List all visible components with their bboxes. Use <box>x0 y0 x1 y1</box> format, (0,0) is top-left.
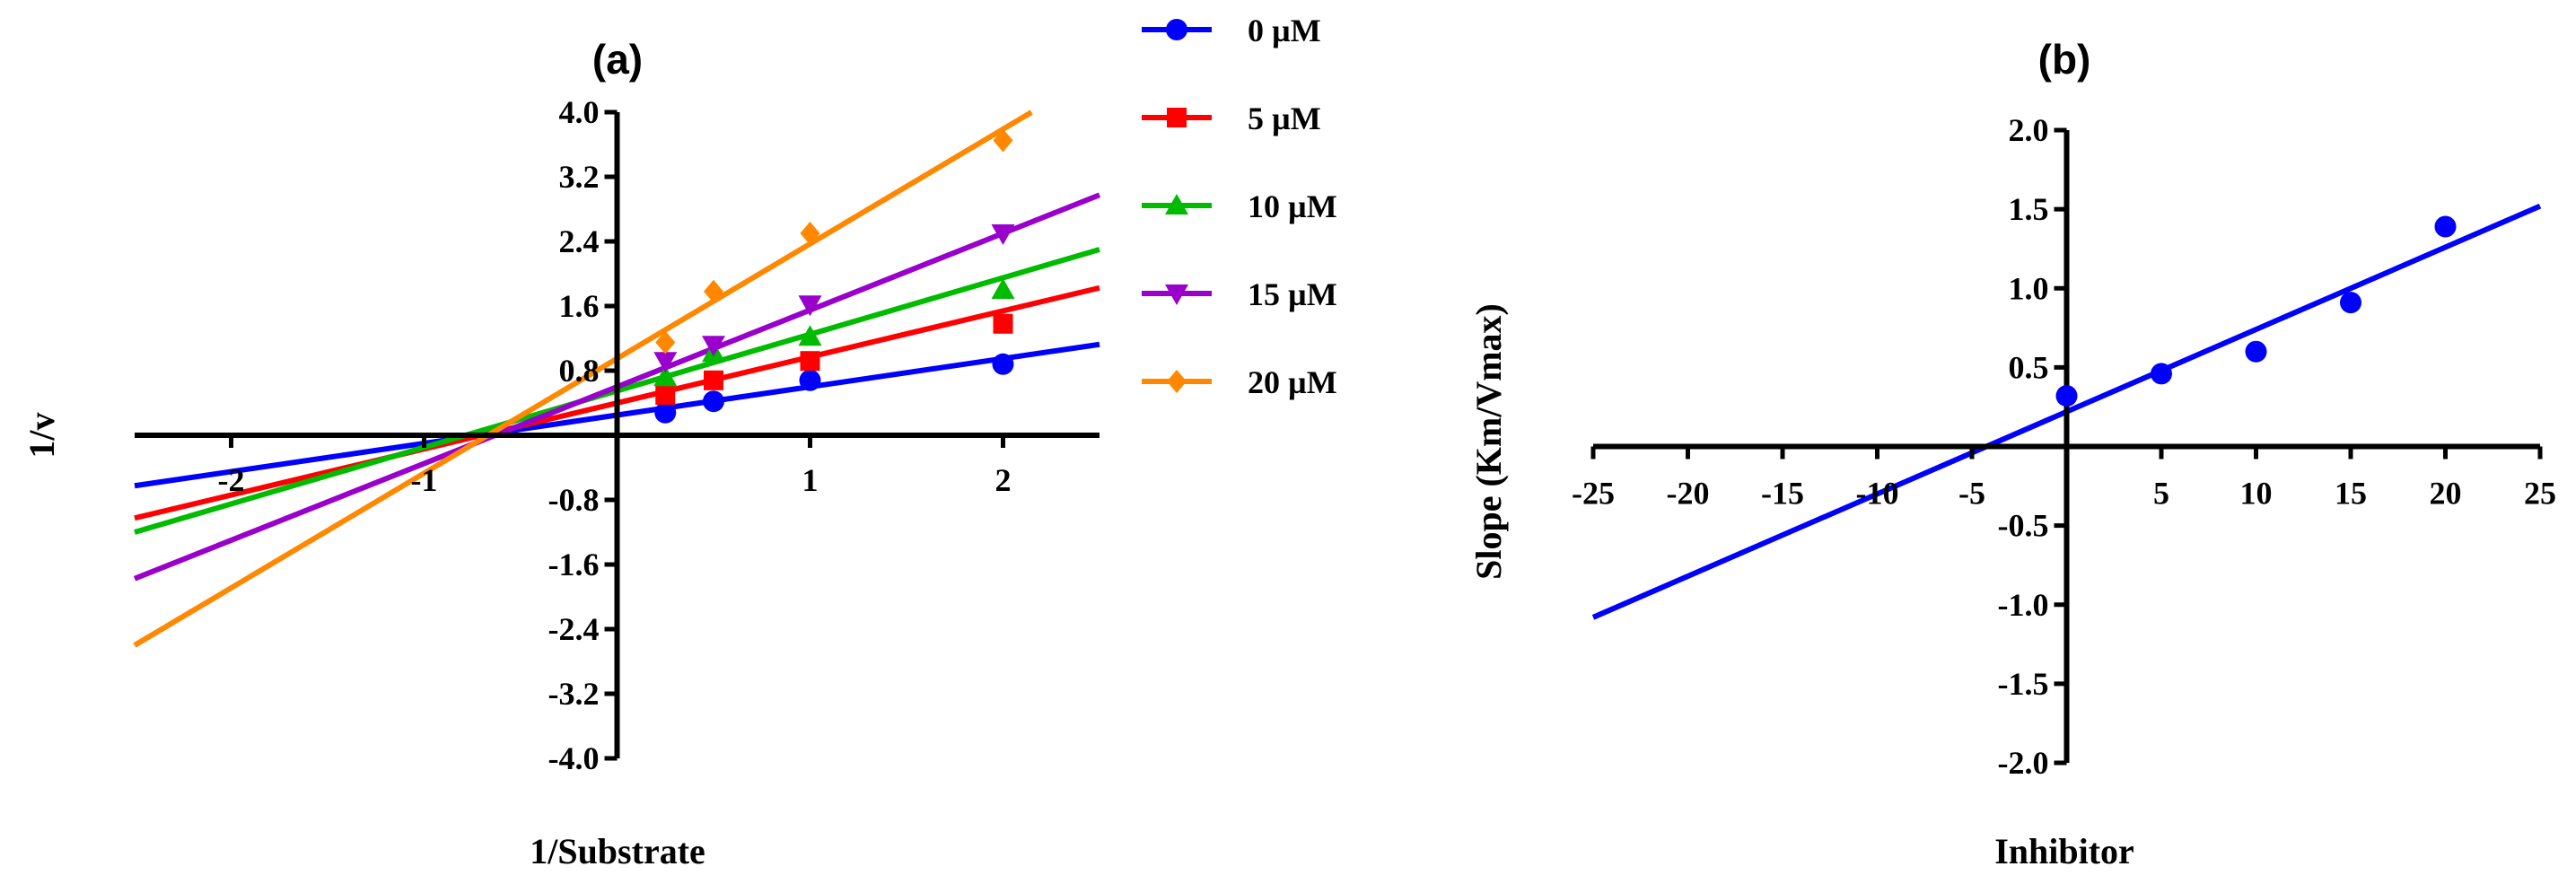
panel-b-x-tick-label: 5 <box>2153 476 2169 512</box>
panel-a-y-tick-label: 4.0 <box>559 94 600 130</box>
panel-a-y-tick-label: -0.8 <box>548 482 600 518</box>
panel-a-x-tick-label: -2 <box>218 462 245 498</box>
panel-b-y-tick-label: -0.5 <box>1998 508 2049 544</box>
panel-a-point-0 <box>992 353 1014 375</box>
panel-a-y-tick-label: 0.8 <box>559 353 600 389</box>
panel-b-x-tick-label: -10 <box>1856 476 1899 512</box>
panel-a-point-2 <box>653 365 678 387</box>
panel-b-axes: -25 -20 -15 -10 -5 5 10 15 20 25 -2.0 -1.5 -1.0 -0.5 0… <box>1572 112 2556 781</box>
panel-a-point-3 <box>653 352 678 373</box>
panel-b-y-tick-label: 2.0 <box>2009 112 2049 148</box>
panel-a-axes: -2 -1 1 2 -4.0 -3.2 -2.4 -1.6 -0.8 0.8 1.6 2.4 3.2 4.… <box>135 94 1100 776</box>
panel-b-y-tick-label: 1.5 <box>2009 191 2049 227</box>
panel-a-x-tick-label: -1 <box>411 462 438 498</box>
panel-a-label: (a) <box>592 36 643 83</box>
panel-a-legend-label: 10 µM <box>1248 188 1337 224</box>
panel-a-legend-marker <box>1165 194 1188 214</box>
panel-a-y-axis-title: 1/v <box>22 412 62 458</box>
panel-a-point-1 <box>800 351 820 372</box>
panel-a-legend-marker <box>1167 370 1187 393</box>
panel-b-x-tick-label: 25 <box>2524 476 2556 512</box>
panel-b-y-tick-label: -2.0 <box>1998 745 2049 781</box>
panel-a-data-points <box>653 128 1015 424</box>
panel-b-y-tick-label: -1.5 <box>1998 666 2049 702</box>
panel-b-y-tick-label: 1.0 <box>2009 270 2049 306</box>
panel-a-point-1 <box>704 370 723 390</box>
panel-b-point-0 <box>2055 385 2078 407</box>
panel-a-y-tick-label: 1.6 <box>559 288 600 324</box>
panel-b-point-0 <box>2340 292 2361 314</box>
panel-b-x-tick-label: -25 <box>1572 476 1615 512</box>
panel-b-y-tick-label: 0.5 <box>2009 349 2049 385</box>
panel-a-point-1 <box>655 385 676 405</box>
panel-a-x-tick-label: 2 <box>995 462 1012 498</box>
panel-b-point-0 <box>2151 363 2172 385</box>
panel-a-legend-marker <box>1165 284 1188 305</box>
panel-a-y-tick-label: 2.4 <box>559 223 600 259</box>
panel-b-point-0 <box>2434 215 2457 238</box>
panel-b-chart: (b) Inhibitor Slope (Km/Vmax) -25 -20 -15-… <box>1468 36 2556 871</box>
panel-a-fit-line-4 <box>133 109 1033 648</box>
panel-a-point-4 <box>993 128 1013 153</box>
panel-a-legend-label: 5 µM <box>1248 101 1321 136</box>
panel-a-point-1 <box>993 313 1013 334</box>
panel-a-point-0 <box>654 401 677 424</box>
panel-b-x-axis-title: Inhibitor <box>1994 831 2134 871</box>
panel-a-point-3 <box>702 336 725 357</box>
panel-a-legend-marker <box>1167 108 1187 127</box>
panel-a-x-axis-title: 1/Substrate <box>530 831 705 871</box>
panel-b-x-tick-label: -20 <box>1667 476 1710 512</box>
panel-a-y-tick-label: -3.2 <box>548 676 600 712</box>
panel-b-point-0 <box>2245 340 2267 363</box>
panel-a-legend-marker <box>1166 19 1187 40</box>
panel-a-point-4 <box>655 330 676 354</box>
panel-a-chart: (a) 1/Substrate 1/v -2 -1 1 2 -4.0 -3.2 -2.4 -1… <box>22 13 1337 871</box>
panel-a-legend: 0 µM 5 µM 10 µM 15 µM 20 µM <box>1142 13 1337 400</box>
panel-a-point-4 <box>800 222 820 245</box>
panel-a-point-0 <box>703 390 724 413</box>
panel-a-point-4 <box>704 279 723 303</box>
panel-a-y-tick-label: -2.4 <box>548 611 600 647</box>
panel-b-y-axis-title: Slope (Km/Vmax) <box>1468 303 1509 580</box>
panel-a-legend-label: 0 µM <box>1248 13 1321 48</box>
panel-b-x-tick-label: 15 <box>2335 476 2367 512</box>
panel-b-x-tick-label: 20 <box>2430 476 2462 512</box>
panel-b-label: (b) <box>2038 36 2091 83</box>
panel-a-y-tick-label: -1.6 <box>548 547 600 582</box>
panel-b-x-tick-label: -5 <box>1958 476 1985 512</box>
panel-a-legend-label: 15 µM <box>1248 276 1337 312</box>
panel-b-data-points <box>2055 215 2457 407</box>
panel-a-y-tick-label: 3.2 <box>559 159 600 195</box>
panel-a-point-0 <box>799 369 821 391</box>
panel-b-x-tick-label: -15 <box>1761 476 1804 512</box>
panel-b-y-tick-label: -1.0 <box>1998 587 2049 623</box>
panel-a-point-3 <box>798 295 822 317</box>
panel-a-point-3 <box>991 224 1015 245</box>
panel-a-point-2 <box>798 325 822 346</box>
panel-a-point-2 <box>991 278 1015 299</box>
panel-a-legend-label: 20 µM <box>1248 364 1337 400</box>
panel-b-x-tick-label: 10 <box>2240 476 2273 512</box>
panel-a-x-tick-label: 1 <box>802 462 819 498</box>
panel-a-y-tick-label: -4.0 <box>548 740 600 776</box>
